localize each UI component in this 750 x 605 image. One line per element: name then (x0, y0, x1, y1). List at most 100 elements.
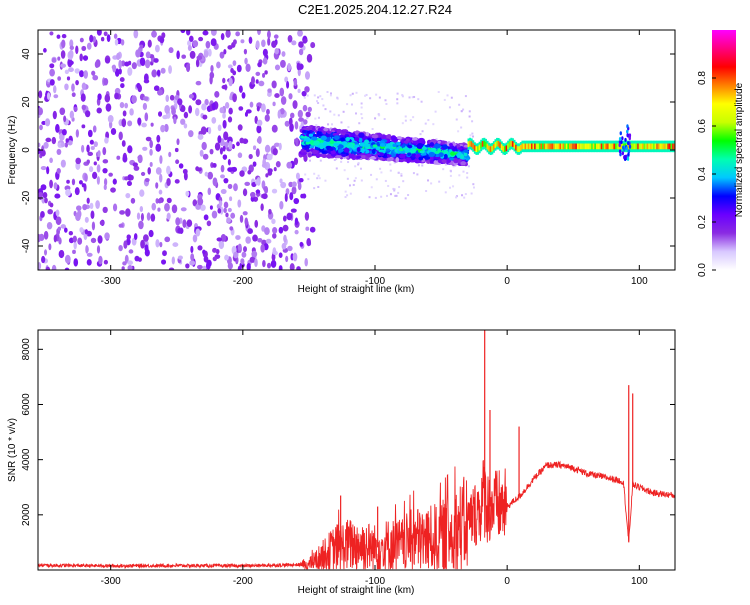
spectrogram-cell (316, 130, 322, 136)
spectrogram-cell (207, 126, 212, 135)
spectrogram-cell (310, 41, 316, 49)
spectrogram-cell (250, 191, 256, 198)
spectrogram-cell (86, 159, 90, 164)
spectrogram-cell (556, 143, 559, 150)
spectrogram-cell (575, 143, 578, 150)
spectrogram-cell (271, 80, 277, 89)
spectrogram-cell (84, 110, 91, 118)
spectrogram-cell (280, 108, 285, 115)
spectrogram-cell (421, 130, 424, 133)
spectrogram-cell (301, 130, 307, 133)
spectrogram-cell (86, 197, 90, 204)
spectrogram-cell (256, 119, 263, 127)
spectrogram-cell (127, 67, 133, 76)
spectrogram-cell (60, 50, 66, 59)
spectrogram-cell (245, 236, 252, 244)
spectrogram-cell (665, 143, 668, 150)
spectrogram-cell (302, 119, 308, 125)
spectrogram-cell (483, 140, 486, 147)
spectrogram-cell (660, 143, 663, 150)
colorbar-tick-label: 0.6 (697, 119, 708, 133)
spectrogram-cell (464, 193, 467, 196)
spectrogram-cell (89, 202, 94, 210)
spectrogram-cell (120, 83, 125, 89)
spectrogram-cell (81, 45, 87, 51)
spectrogram-cell (645, 143, 648, 150)
spectrogram-cell (477, 146, 480, 152)
spectrogram-cell (242, 188, 248, 197)
spectrogram-cell (326, 91, 329, 94)
spectrogram-cell (40, 211, 45, 218)
spectrogram-cell (49, 79, 55, 86)
spectrogram-cell (287, 35, 293, 43)
spectrogram-cell (237, 243, 242, 251)
spectrogram-cell (458, 174, 461, 177)
spectrogram-cell (57, 56, 61, 61)
spectrogram-cell (384, 179, 387, 182)
y-tick-label: 20 (21, 96, 32, 108)
spectrogram-cell (273, 142, 280, 147)
spectrogram-cell (227, 207, 232, 213)
spectrogram-cell (155, 167, 162, 175)
spectrogram-cell (472, 143, 475, 149)
spectrogram-cell (195, 228, 201, 237)
spectrogram-cell (160, 67, 166, 74)
spectrogram-cell (64, 227, 68, 233)
spectrogram-cell (457, 147, 463, 150)
x-tick-label: -100 (365, 276, 385, 287)
spectrogram-cell (364, 94, 367, 97)
spectrogram-cell (304, 71, 311, 80)
spectrogram-cell (378, 114, 381, 117)
spectrogram-cell (252, 145, 257, 151)
spectrogram-cell (59, 107, 66, 116)
spectrogram-cell (646, 143, 649, 150)
spectrogram-cell (237, 265, 242, 270)
spectrogram-cell (177, 255, 183, 260)
spectrogram-cell (113, 33, 118, 39)
spectrogram-cell (284, 192, 288, 202)
spectrogram-cell (203, 214, 209, 221)
spectrogram-cell (189, 50, 196, 59)
spectrogram-cell (126, 234, 131, 240)
spectrogram-cell (122, 155, 128, 163)
spectrogram-cell (209, 75, 213, 85)
spectrogram-cell (323, 141, 327, 147)
spectrogram-cell (407, 152, 412, 156)
spectrogram-cell (335, 167, 338, 170)
spectrogram-cell (96, 245, 101, 254)
spectrogram-cell (82, 55, 89, 61)
spectrogram-cell (284, 76, 289, 83)
spectrogram-cell (402, 180, 405, 183)
spectrogram-cell (142, 234, 149, 242)
spectrogram-cell (578, 143, 581, 150)
spectrogram-cell (254, 219, 259, 228)
spectrogram-cell (56, 34, 61, 39)
spectrogram-cell (305, 111, 311, 118)
spectrogram-cell (430, 147, 437, 152)
spectrogram-cell (534, 143, 537, 150)
spectrogram-cell (159, 173, 163, 183)
spectrogram-cell (274, 48, 280, 55)
spectrogram-cell (278, 226, 284, 234)
spectrogram-cell (81, 183, 86, 188)
spectrogram-cell (137, 117, 142, 126)
spectrogram-cell (478, 144, 481, 151)
spectrogram-cell (66, 179, 70, 184)
spectrogram-cell (257, 30, 261, 36)
spectrogram-cell (384, 99, 387, 102)
spectrogram-cell (235, 31, 240, 37)
spectrogram-cell (73, 241, 77, 250)
spectrogram-cell (524, 143, 527, 150)
spectrogram-cell (121, 60, 126, 67)
spectrogram-cell (343, 169, 346, 172)
spectrogram-cell (69, 39, 74, 48)
spectrogram-cell (302, 104, 308, 112)
spectrogram-cell (346, 103, 349, 106)
spectrogram-cell (187, 44, 192, 52)
spectrogram-cell (138, 220, 144, 230)
spectrogram-cell (469, 134, 472, 137)
spectrogram-cell (220, 188, 227, 195)
spectrogram-cell (86, 252, 93, 257)
spectrogram-cell (160, 124, 166, 133)
spectrogram-cell (139, 189, 145, 197)
